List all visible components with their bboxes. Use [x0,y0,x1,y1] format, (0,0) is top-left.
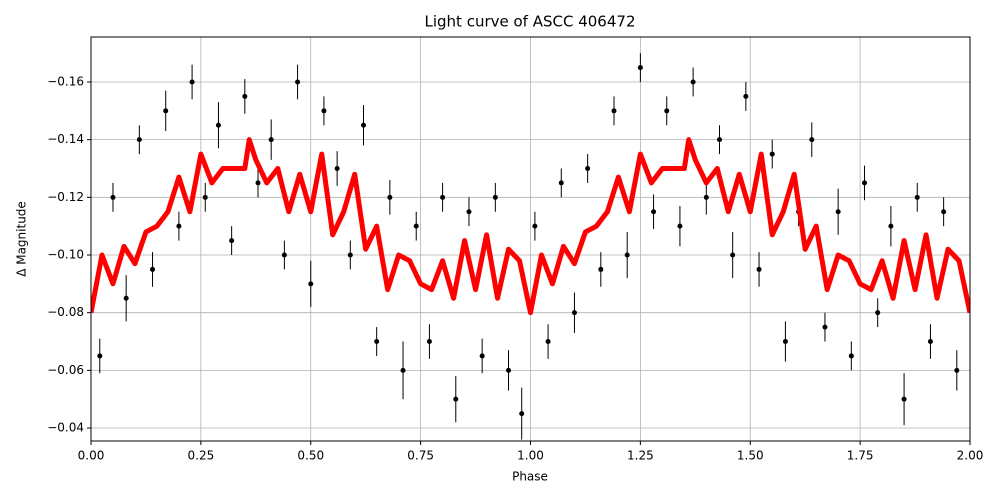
data-point [571,310,577,316]
data-point [334,165,340,171]
data-point [532,223,538,229]
data-point [703,194,709,200]
data-point [651,209,657,215]
plot-area [91,53,970,440]
x-tick-label: 1.25 [627,449,654,463]
x-tick-label: 0.50 [297,449,324,463]
data-point [756,266,762,272]
y-tick-label: −0.16 [47,74,84,88]
model-line [91,137,970,316]
data-point [400,367,406,373]
data-point [822,324,828,330]
data-point [150,266,156,272]
data-point [506,367,512,373]
data-point [426,339,432,345]
data-point [941,209,947,215]
data-point [914,194,920,200]
data-point [927,339,933,345]
x-tick-label: 0.25 [188,449,215,463]
data-point [901,396,907,402]
y-tick-label: −0.04 [47,421,84,435]
data-point [835,209,841,215]
data-point [585,165,591,171]
data-point [598,266,604,272]
data-point [611,108,617,114]
data-point [875,310,881,316]
data-point [268,137,274,143]
data-point [716,137,722,143]
data-point [492,194,498,200]
data-point [743,93,749,99]
data-point [769,151,775,157]
data-point [519,411,525,417]
data-point [321,108,327,114]
data-point [176,223,182,229]
y-axis-label: Δ Magnitude [15,201,29,277]
data-point [664,108,670,114]
data-point [954,367,960,373]
data-point [255,180,261,186]
data-point [347,252,353,258]
data-point [374,339,380,345]
y-tick-label: −0.06 [47,363,84,377]
data-point [637,65,643,71]
data-point [242,93,248,99]
data-point [479,353,485,359]
y-tick-label: −0.10 [47,248,84,262]
data-point [545,339,551,345]
data-point [690,79,696,85]
x-axis-label: Phase [512,470,548,484]
data-point [97,353,103,359]
chart-title: Light curve of ASCC 406472 [425,13,636,31]
data-point [110,194,116,200]
data-point [360,122,366,128]
data-point [281,252,287,258]
x-tick-label: 1.75 [847,449,874,463]
data-point [387,194,393,200]
x-tick-label: 1.50 [737,449,764,463]
data-point [677,223,683,229]
data-point [624,252,630,258]
data-point [848,353,854,359]
data-point [215,122,221,128]
x-tick-label: 2.00 [957,449,984,463]
data-point [123,295,129,301]
data-point [189,79,195,85]
data-point [888,223,894,229]
data-point [782,339,788,345]
data-point [862,180,868,186]
data-point [558,180,564,186]
data-point [413,223,419,229]
data-point [136,137,142,143]
x-tick-label: 1.00 [517,449,544,463]
data-point [308,281,314,287]
data-point [440,194,446,200]
data-point [466,209,472,215]
data-point [730,252,736,258]
x-tick-label: 0.00 [78,449,105,463]
data-point [809,137,815,143]
data-point [229,238,235,244]
data-point [453,396,459,402]
y-tick-label: −0.08 [47,305,84,319]
data-point [295,79,301,85]
data-point [202,194,208,200]
y-tick-label: −0.14 [47,132,84,146]
x-tick-label: 0.75 [407,449,434,463]
data-point [163,108,169,114]
plot-frame [90,36,971,442]
y-tick-label: −0.12 [47,190,84,204]
